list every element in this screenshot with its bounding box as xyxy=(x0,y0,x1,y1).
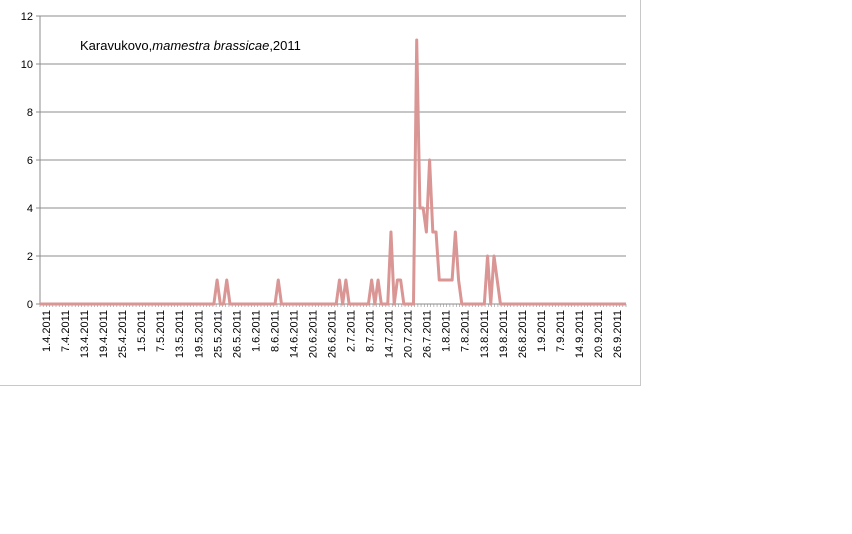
x-tick-label: 14.9.2011 xyxy=(574,310,586,358)
x-tick-label: 1.5.2011 xyxy=(136,310,148,352)
y-tick-label: 12 xyxy=(21,11,33,23)
x-tick-label: 13.4.2011 xyxy=(79,310,91,358)
x-tick-label: 7.4.2011 xyxy=(60,310,72,352)
x-tick-label: 26.8.2011 xyxy=(517,310,529,358)
y-tick-label: 10 xyxy=(21,59,33,71)
y-axis-ticks: 0 2 4 6 8 10 12 xyxy=(21,11,40,311)
chart-title-year: ,2011 xyxy=(269,38,301,53)
x-tick-label: 26.7.2011 xyxy=(422,310,434,358)
chart-title: Karavukovo,mamestra brassicae,2011 xyxy=(80,38,301,53)
x-axis-ticks: 1.4.2011 7.4.2011 13.4.2011 19.4.2011 25.4.2… xyxy=(39,304,627,358)
x-tick-label: 20.6.2011 xyxy=(307,310,319,358)
x-tick-label: 19.5.2011 xyxy=(193,310,205,358)
series-line xyxy=(40,38,626,306)
x-tick-label: 20.7.2011 xyxy=(403,310,415,358)
chart-title-species: mamestra brassicae xyxy=(152,38,269,53)
x-tick-label: 8.7.2011 xyxy=(365,310,377,352)
x-tick-label: 14.7.2011 xyxy=(384,310,396,358)
line-chart: 0 2 4 6 8 10 12 1.4.2011 7.4.2011 13.4.2011 19.4.… xyxy=(21,11,627,358)
x-tick-label: 20.9.2011 xyxy=(593,310,605,358)
x-tick-label: 7.5.2011 xyxy=(155,310,167,352)
x-tick-label: 26.9.2011 xyxy=(612,310,624,358)
x-tick-label: 1.8.2011 xyxy=(441,310,453,352)
y-tick-label: 2 xyxy=(27,251,33,263)
x-tick-label: 25.4.2011 xyxy=(117,310,129,358)
x-tick-label: 26.5.2011 xyxy=(231,310,243,358)
chart-title-prefix: Karavukovo, xyxy=(80,38,152,53)
x-tick-label: 19.4.2011 xyxy=(98,310,110,358)
x-tick-label: 8.6.2011 xyxy=(269,310,281,352)
x-tick-label: 1.6.2011 xyxy=(250,310,262,352)
y-tick-label: 8 xyxy=(27,107,33,119)
grid-lines xyxy=(40,15,626,257)
y-tick-label: 0 xyxy=(27,299,33,311)
x-tick-label: 13.5.2011 xyxy=(174,310,186,358)
x-tick-label: 13.8.2011 xyxy=(479,310,491,358)
y-tick-label: 6 xyxy=(27,155,33,167)
x-tick-label: 25.5.2011 xyxy=(212,310,224,358)
chart-frame: 0 2 4 6 8 10 12 1.4.2011 7.4.2011 13.4.2011 19.4.… xyxy=(0,0,641,386)
x-tick-label: 1.4.2011 xyxy=(41,310,53,352)
x-tick-label: 14.6.2011 xyxy=(288,310,300,358)
x-tick-label: 7.8.2011 xyxy=(460,310,472,352)
series-layer xyxy=(40,38,626,306)
x-tick-label: 1.9.2011 xyxy=(536,310,548,352)
y-tick-label: 4 xyxy=(27,203,33,215)
x-tick-label: 7.9.2011 xyxy=(555,310,567,352)
x-tick-label: 19.8.2011 xyxy=(498,310,510,358)
x-tick-label: 26.6.2011 xyxy=(327,310,339,358)
x-tick-label: 2.7.2011 xyxy=(346,310,358,352)
